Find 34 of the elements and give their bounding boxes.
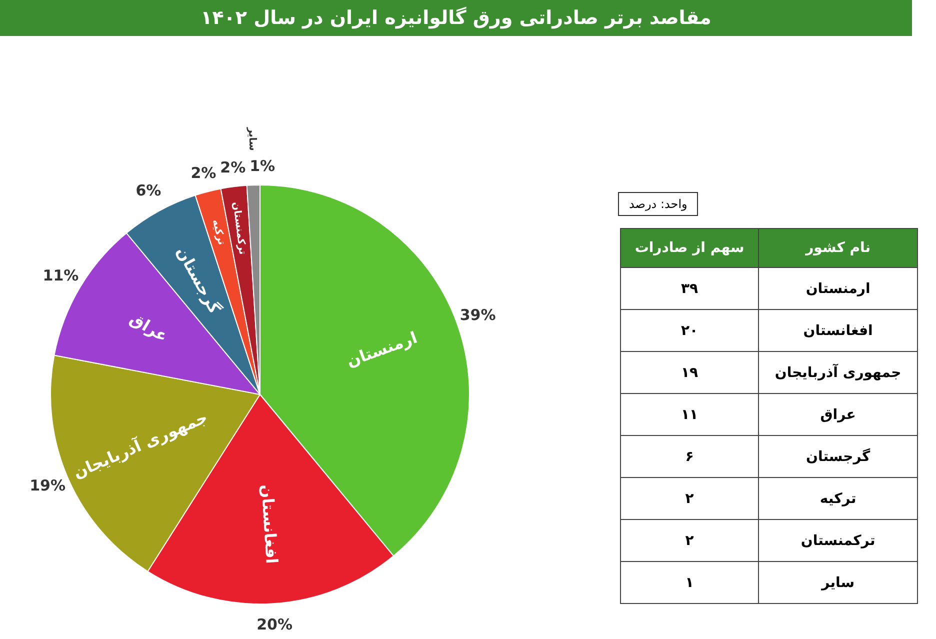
text: ۱ — [620, 562, 759, 604]
category-label: عراق — [820, 406, 856, 422]
data-label: 19% — [30, 476, 66, 494]
text: نام کشور — [758, 228, 918, 268]
text: واحد: درصد — [618, 192, 698, 216]
text: سهم از صادرات — [620, 228, 759, 268]
chart-title: مقاصد برتر صادراتی ورق گالوانیزه ایران در سال ۱۴۰۲ — [0, 0, 912, 36]
text: ۲۰ — [620, 310, 759, 352]
slice-label: عراق — [126, 308, 172, 346]
category-label: سایر — [822, 574, 855, 590]
data-label: 11% — [42, 266, 79, 285]
slice-label: سایر — [246, 126, 258, 152]
text: ۱۹ — [620, 352, 759, 394]
text: ۱۱ — [620, 394, 759, 436]
text: ۶ — [620, 436, 759, 478]
data-label: 39% — [460, 306, 496, 324]
category-label: ترکمنستان — [800, 532, 876, 548]
slice-label: ترکمنستان — [230, 201, 248, 256]
text: ۲ — [620, 520, 759, 562]
category-label: گرجستان — [806, 448, 870, 464]
data-label: 2% — [190, 164, 216, 182]
data-label: 6% — [136, 182, 162, 200]
category-label: ترکیه — [820, 490, 856, 506]
text: ۳۹ — [620, 268, 759, 310]
slice-label: ارمنستان — [344, 328, 420, 371]
data-label: 20% — [256, 615, 292, 634]
category-label: جمهوری آذربایجان — [774, 364, 902, 380]
data-label: 1% — [250, 157, 276, 176]
category-label: افغانستان — [803, 322, 873, 338]
slice-label: افغانستان — [258, 484, 282, 564]
data-label: 2% — [220, 158, 246, 177]
text: ۲ — [620, 478, 759, 520]
category-label: ارمنستان — [806, 280, 870, 296]
slice-label: جمهوری آذربایجان — [70, 406, 210, 482]
